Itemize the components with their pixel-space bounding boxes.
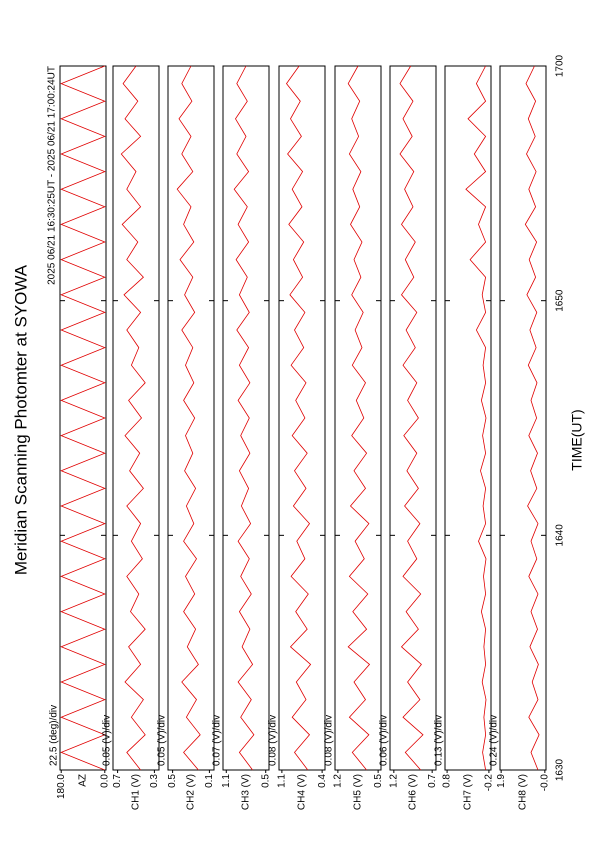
y-tick-label: -0.0 bbox=[539, 774, 550, 792]
y-axis-label: CH3 (V) bbox=[241, 774, 252, 810]
y-tick-label: -0.2 bbox=[484, 774, 495, 792]
scale-label: 0.07 (V)/div bbox=[212, 715, 223, 766]
x-tick-label: 1630 bbox=[555, 758, 566, 781]
y-tick-label: 1.1 bbox=[221, 774, 232, 788]
scale-label: 0.06 (V)/div bbox=[379, 715, 390, 766]
y-tick-label: 0.5 bbox=[167, 774, 178, 788]
y-tick-label: 1.9 bbox=[496, 774, 507, 788]
y-axis-label: AZ bbox=[78, 774, 89, 787]
series-line bbox=[524, 65, 540, 771]
y-tick-label: 180.0 bbox=[56, 774, 67, 799]
y-tick-label: 0.7 bbox=[427, 774, 438, 788]
chart-subtitle: 2025 06/21 16:30:25UT - 2025 06/21 17:00… bbox=[47, 66, 58, 285]
x-axis-label: TIME(UT) bbox=[569, 409, 585, 470]
panel-frame bbox=[334, 65, 382, 771]
series-line bbox=[120, 65, 146, 771]
scale-label: 0.08 (V)/div bbox=[268, 715, 279, 766]
series-line bbox=[60, 65, 106, 771]
series-line bbox=[347, 65, 371, 771]
y-tick-label: 0.0 bbox=[99, 774, 110, 788]
y-tick-label: 0.1 bbox=[204, 774, 215, 788]
x-tick-label: 1640 bbox=[555, 524, 566, 547]
y-tick-label: 0.7 bbox=[112, 774, 123, 788]
y-tick-label: 1.2 bbox=[333, 774, 344, 788]
y-tick-label: 1.1 bbox=[277, 774, 288, 788]
rotated-plot: Meridian Scanning Photomter at SYOWA 202… bbox=[11, 54, 584, 810]
scale-label: 0.08 (V)/div bbox=[324, 715, 335, 766]
scale-label: 0.13 (V)/div bbox=[434, 715, 445, 766]
panel-frame bbox=[59, 65, 107, 771]
y-tick-label: 0.5 bbox=[373, 774, 384, 788]
series-line bbox=[233, 65, 255, 771]
panel-frame bbox=[444, 65, 492, 771]
y-axis-label: CH7 (V) bbox=[463, 774, 474, 810]
y-tick-label: 1.2 bbox=[388, 774, 399, 788]
panel-frame bbox=[167, 65, 215, 771]
series-line bbox=[176, 65, 201, 771]
y-axis-label: CH5 (V) bbox=[353, 774, 364, 810]
y-axis-label: CH4 (V) bbox=[297, 774, 308, 810]
panel-frame bbox=[389, 65, 437, 771]
y-axis-label: CH2 (V) bbox=[186, 774, 197, 810]
scale-label: 0.24 (V)/div bbox=[489, 715, 500, 766]
scale-label: 22.5 (deg)/div bbox=[49, 705, 60, 766]
y-tick-label: 0.5 bbox=[260, 774, 271, 788]
y-tick-label: 0.8 bbox=[442, 774, 453, 788]
panel-frame bbox=[278, 65, 326, 771]
y-axis-label: CH6 (V) bbox=[408, 774, 419, 810]
x-tick-label: 1700 bbox=[555, 54, 566, 77]
y-axis-label: CH1 (V) bbox=[131, 774, 142, 810]
series-line bbox=[286, 65, 312, 771]
y-tick-label: 0.4 bbox=[317, 774, 328, 788]
series-line bbox=[465, 65, 487, 771]
panel-frame bbox=[499, 65, 547, 771]
scale-label: 0.05 (V)/div bbox=[102, 715, 113, 766]
y-tick-label: 0.3 bbox=[149, 774, 160, 788]
series-line bbox=[399, 65, 424, 771]
panel-frame bbox=[222, 65, 270, 771]
scale-label: 0.05 (V)/div bbox=[157, 715, 168, 766]
x-tick-label: 1650 bbox=[555, 289, 566, 312]
y-axis-label: CH8 (V) bbox=[518, 774, 529, 810]
chart-title: Meridian Scanning Photomter at SYOWA bbox=[11, 264, 30, 575]
